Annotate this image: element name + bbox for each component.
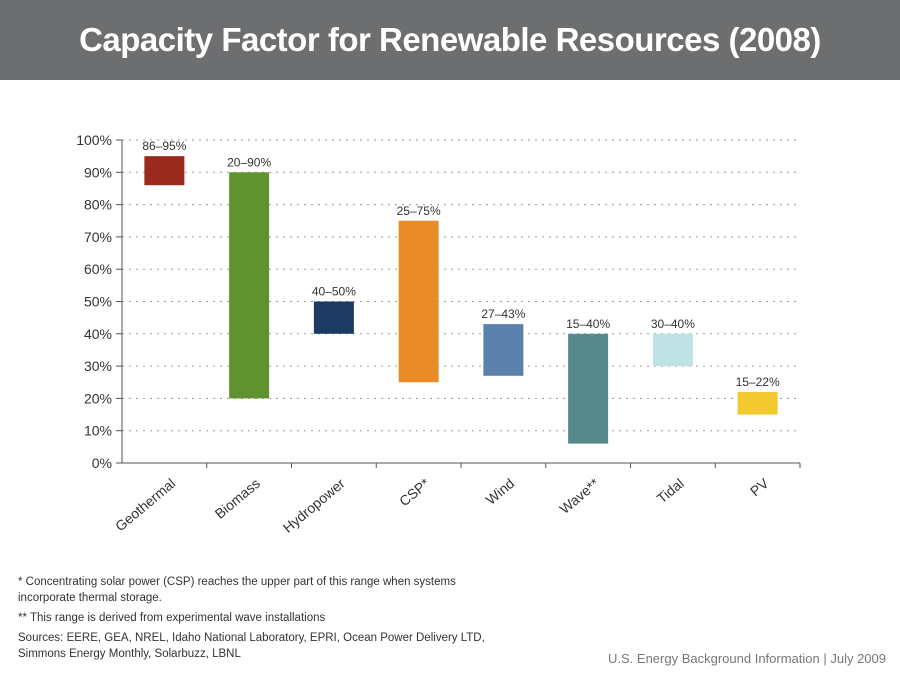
x-category-label: Geothermal <box>112 475 178 534</box>
y-tick-label: 100% <box>76 132 112 148</box>
chart-title: Capacity Factor for Renewable Resources … <box>79 21 821 58</box>
range-bar-tidal <box>652 333 693 367</box>
range-bar-pv <box>737 391 778 415</box>
y-tick-label: 0% <box>92 455 112 471</box>
data-label: 15–40% <box>566 317 610 331</box>
range-bar-wind <box>483 324 524 376</box>
x-category-label: Wind <box>483 475 518 508</box>
y-tick-label: 70% <box>84 229 112 245</box>
y-tick-label: 10% <box>84 423 112 439</box>
x-category-label: Tidal <box>654 475 687 506</box>
data-label: 27–43% <box>481 307 525 321</box>
range-bar-hydropower <box>313 301 354 334</box>
y-tick-label: 50% <box>84 294 112 310</box>
sources-note: Sources: EERE, GEA, NREL, Idaho National… <box>18 632 485 660</box>
range-bar-geothermal <box>144 156 185 186</box>
footnote-wave: ** This range is derived from experiment… <box>18 612 326 624</box>
y-tick-label: 80% <box>84 197 112 213</box>
x-category-label: Biomass <box>212 475 263 522</box>
footnote-csp: * Concentrating solar power (CSP) reache… <box>18 576 456 604</box>
data-label: 20–90% <box>227 155 271 169</box>
range-bar-csp <box>398 220 439 383</box>
y-tick-label: 20% <box>84 390 112 406</box>
y-tick-label: 40% <box>84 326 112 342</box>
data-label: 40–50% <box>312 285 356 299</box>
y-tick-label: 90% <box>84 164 112 180</box>
title-bar: Capacity Factor for Renewable Resources … <box>0 0 900 80</box>
data-label: 25–75% <box>397 204 441 218</box>
range-bar-wave <box>568 333 609 444</box>
footer-credit: U.S. Energy Background Information | Jul… <box>608 651 886 666</box>
data-label: 86–95% <box>142 139 186 153</box>
footnotes: * Concentrating solar power (CSP) reache… <box>18 574 488 666</box>
capacity-factor-chart: 0% 10% 20% 30% 40% 50% 60% 70% 80% 90% 100% 86–95% G… <box>76 132 801 536</box>
x-category-label: Hydropower <box>280 475 348 536</box>
y-tick-label: 60% <box>84 261 112 277</box>
x-category-label: PV <box>747 475 772 500</box>
data-label: 15–22% <box>736 375 780 389</box>
x-category-label: Wave** <box>556 475 602 517</box>
y-tick-label: 30% <box>84 358 112 374</box>
data-label: 30–40% <box>651 317 695 331</box>
range-bar-biomass <box>229 172 270 399</box>
x-category-label: CSP* <box>396 475 433 510</box>
